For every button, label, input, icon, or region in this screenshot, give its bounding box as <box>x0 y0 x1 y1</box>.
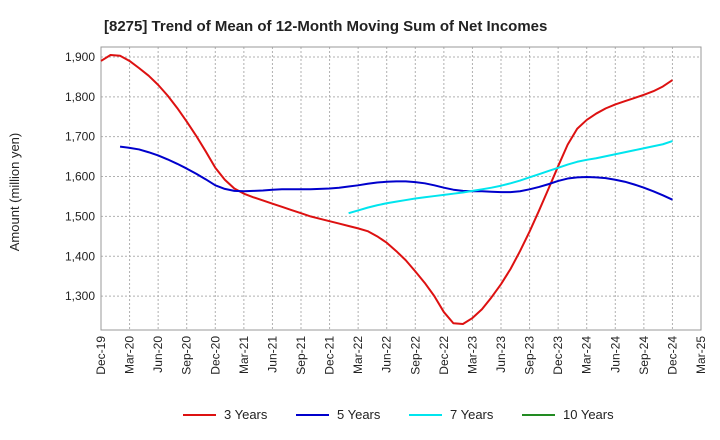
series-lines <box>100 53 673 326</box>
x-tick-label: Dec-20 <box>208 336 222 375</box>
series-line-3-years <box>100 53 673 326</box>
x-tick-label: Dec-19 <box>94 336 108 375</box>
legend-label: 10 Years <box>563 407 614 422</box>
y-tick-label: 1,400 <box>65 249 95 263</box>
legend: 3 Years 5 Years 7 Years 10 Years <box>183 407 614 422</box>
x-tick-label: Mar-20 <box>123 336 137 374</box>
x-tick-label: Sep-23 <box>523 336 537 375</box>
y-tick-label: 1,600 <box>65 170 95 184</box>
x-tick-label: Sep-22 <box>408 336 422 375</box>
y-tick-label: 1,300 <box>65 289 95 303</box>
x-tick-label: Mar-25 <box>694 336 708 374</box>
y-axis: 1,300 1,400 1,500 1,600 1,700 1,800 1,900 <box>65 50 95 303</box>
series-line-7-years <box>348 140 673 215</box>
y-tick-label: 1,700 <box>65 130 95 144</box>
x-tick-label: Dec-21 <box>323 336 337 375</box>
x-tick-label: Mar-21 <box>237 336 251 374</box>
y-tick-label: 1,800 <box>65 90 95 104</box>
series-line-5-years <box>119 145 673 201</box>
x-tick-label: Jun-21 <box>265 336 279 373</box>
x-tick-label: Jun-22 <box>380 336 394 373</box>
x-tick-label: Sep-24 <box>637 336 651 375</box>
x-tick-label: Dec-23 <box>551 336 565 375</box>
x-tick-label: Mar-23 <box>465 336 479 374</box>
y-tick-label: 1,900 <box>65 50 95 64</box>
x-tick-label: Mar-24 <box>580 336 594 374</box>
x-tick-label: Jun-20 <box>151 336 165 373</box>
legend-label: 3 Years <box>224 407 268 422</box>
legend-label: 7 Years <box>450 407 494 422</box>
y-tick-label: 1,500 <box>65 209 95 223</box>
x-tick-label: Jun-24 <box>608 336 622 373</box>
x-tick-label: Mar-22 <box>351 336 365 374</box>
x-axis: Dec-19 Mar-20 Jun-20 Sep-20 Dec-20 Mar-21 Jun-… <box>94 336 708 375</box>
plot-area <box>100 46 702 331</box>
chart-title: [8275] Trend of Mean of 12-Month Moving … <box>104 18 547 35</box>
grid <box>101 47 701 330</box>
y-axis-label: Amount (million yen) <box>7 133 22 252</box>
x-tick-label: Dec-22 <box>437 336 451 375</box>
x-tick-label: Sep-21 <box>294 336 308 375</box>
x-tick-label: Jun-23 <box>494 336 508 373</box>
legend-label: 5 Years <box>337 407 381 422</box>
x-tick-label: Dec-24 <box>665 336 679 375</box>
x-tick-label: Sep-20 <box>180 336 194 375</box>
